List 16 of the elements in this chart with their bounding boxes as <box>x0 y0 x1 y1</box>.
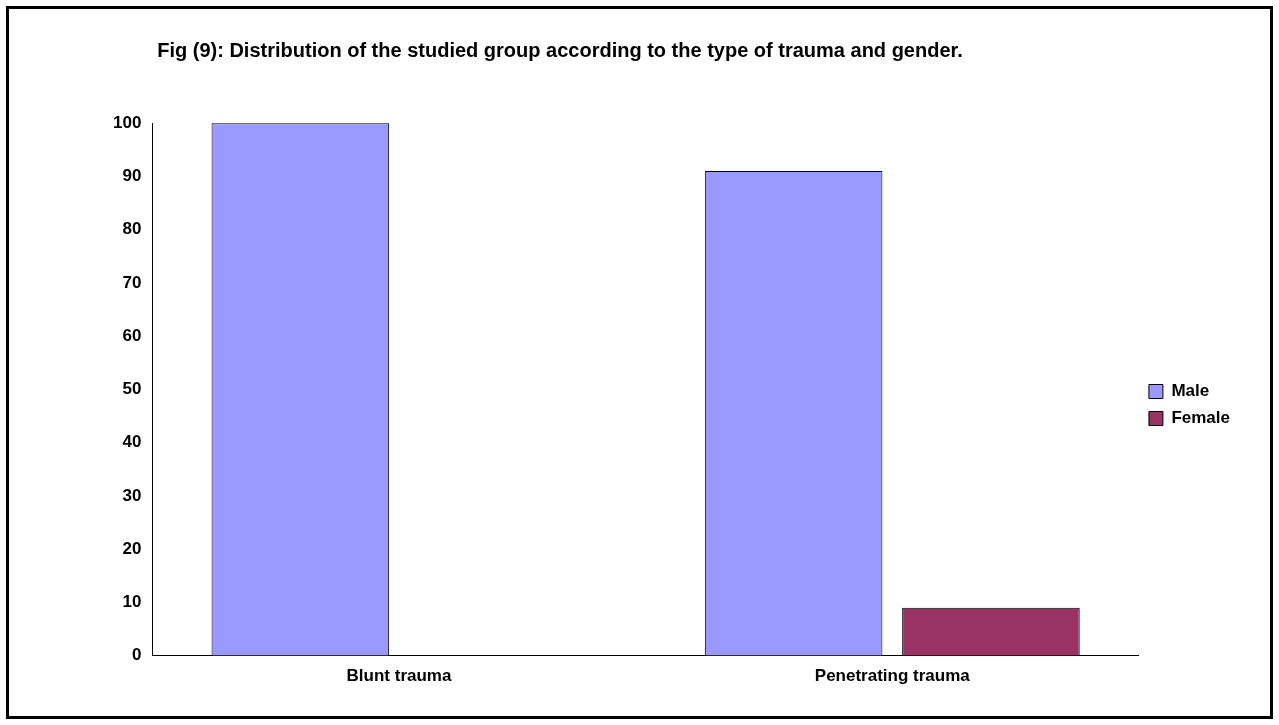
y-tick-label: 70 <box>122 272 142 292</box>
y-tick-label: 30 <box>122 485 142 505</box>
y-tick-label: 60 <box>122 325 142 345</box>
y-tick-label: 80 <box>122 219 142 239</box>
chart-title: Fig (9): Distribution of the studied group according to the type of trauma and gender. <box>156 38 964 63</box>
y-tick-label: 0 <box>131 645 142 665</box>
y-tick-label: 100 <box>112 112 142 132</box>
y-tick-label: 40 <box>122 432 142 452</box>
y-tick-label: 20 <box>122 538 142 558</box>
x-tick-label: Blunt trauma <box>346 666 452 686</box>
legend-label: Male <box>1171 381 1210 401</box>
legend-label: Female <box>1171 408 1231 428</box>
x-tick-label: Penetrating trauma <box>814 666 971 686</box>
y-tick-label: 10 <box>122 592 142 612</box>
y-tick-label: 90 <box>122 166 142 186</box>
y-tick-label: 50 <box>122 379 142 399</box>
